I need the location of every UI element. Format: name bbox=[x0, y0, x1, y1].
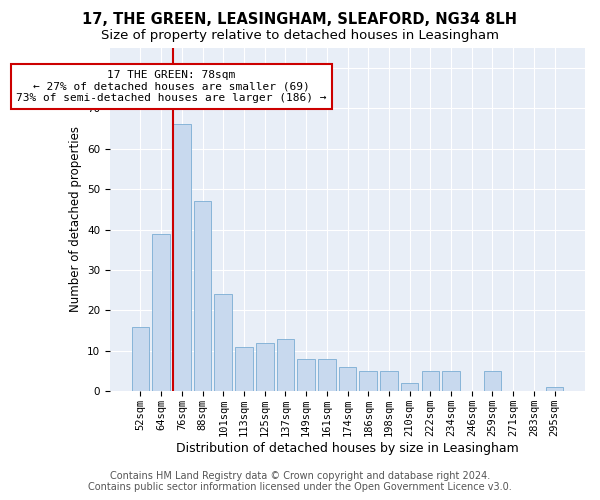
Text: 17 THE GREEN: 78sqm
← 27% of detached houses are smaller (69)
73% of semi-detach: 17 THE GREEN: 78sqm ← 27% of detached ho… bbox=[16, 70, 327, 103]
Bar bbox=[359, 371, 377, 392]
Bar bbox=[214, 294, 232, 392]
Bar bbox=[173, 124, 191, 392]
Bar bbox=[339, 367, 356, 392]
X-axis label: Distribution of detached houses by size in Leasingham: Distribution of detached houses by size … bbox=[176, 442, 519, 455]
Bar bbox=[277, 338, 294, 392]
Text: Contains HM Land Registry data © Crown copyright and database right 2024.
Contai: Contains HM Land Registry data © Crown c… bbox=[88, 471, 512, 492]
Bar bbox=[401, 383, 418, 392]
Text: Size of property relative to detached houses in Leasingham: Size of property relative to detached ho… bbox=[101, 29, 499, 42]
Text: 17, THE GREEN, LEASINGHAM, SLEAFORD, NG34 8LH: 17, THE GREEN, LEASINGHAM, SLEAFORD, NG3… bbox=[83, 12, 517, 28]
Bar bbox=[484, 371, 501, 392]
Y-axis label: Number of detached properties: Number of detached properties bbox=[68, 126, 82, 312]
Bar bbox=[235, 347, 253, 392]
Bar bbox=[442, 371, 460, 392]
Bar bbox=[546, 388, 563, 392]
Bar bbox=[380, 371, 398, 392]
Bar bbox=[194, 201, 211, 392]
Bar bbox=[318, 359, 335, 392]
Bar bbox=[422, 371, 439, 392]
Bar bbox=[152, 234, 170, 392]
Bar bbox=[256, 343, 274, 392]
Bar bbox=[131, 326, 149, 392]
Bar bbox=[298, 359, 315, 392]
